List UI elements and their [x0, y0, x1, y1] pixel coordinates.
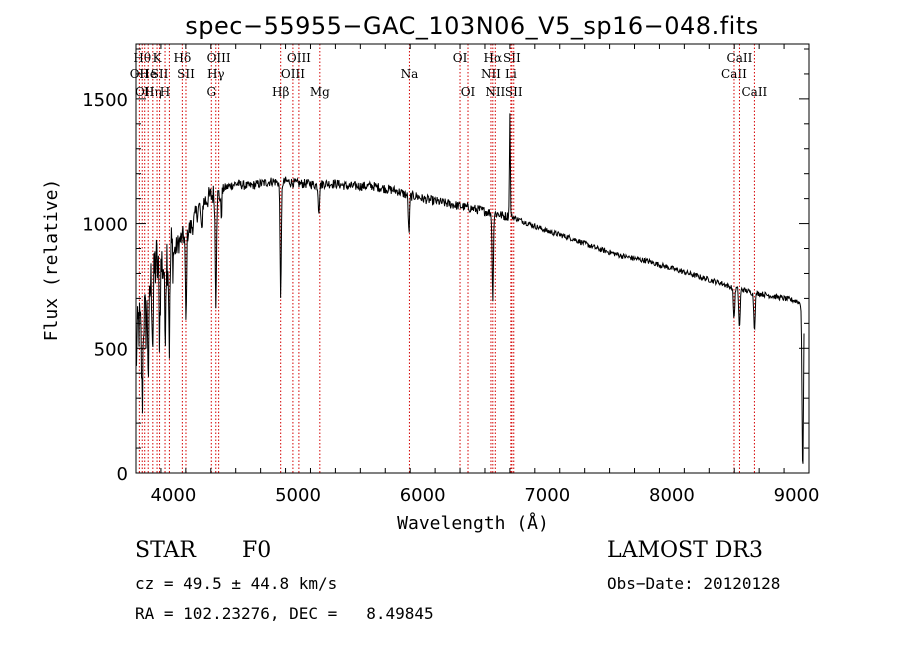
coordinates: RA = 102.23276, DEC = 8.49845 — [135, 604, 434, 623]
x-tick-label: 5000 — [275, 485, 321, 506]
line-marker-label: NII — [481, 67, 501, 81]
line-marker-label: OIII — [287, 51, 311, 65]
object-class: STAR — [135, 538, 196, 563]
flux-series-line — [135, 113, 805, 464]
y-tick-label: 1500 — [82, 90, 128, 111]
chart-title: spec−55955−GAC_103N06_V5_sp16−048.fits — [185, 12, 758, 40]
line-marker-label: K — [153, 51, 163, 65]
y-tick-label: 1000 — [82, 215, 128, 236]
plot-frame — [135, 43, 810, 474]
axis-ticks: 4000 5000 6000 7000 8000 9000 0 500 1000 1500 — [82, 44, 819, 506]
y-tick-label: 0 — [117, 464, 128, 485]
line-marker-label: OI — [461, 85, 476, 99]
line-marker-label: Mg — [310, 85, 330, 99]
object-subclass: F0 — [242, 538, 272, 563]
line-marker-label: SII — [151, 67, 169, 81]
line-marker-label: SII — [177, 67, 195, 81]
y-tick-label: 500 — [94, 339, 128, 360]
line-marker-label: OII — [135, 85, 155, 99]
line-marker-label: NII — [485, 85, 505, 99]
line-marker-label: Hα — [484, 51, 503, 65]
x-axis-label: Wavelength (Å) — [397, 512, 549, 534]
survey-name: LAMOST DR3 — [607, 538, 763, 563]
line-marker-label: CaII — [727, 51, 753, 65]
x-tick-label: 7000 — [524, 485, 570, 506]
x-tick-label: 9000 — [774, 485, 820, 506]
x-tick-label: 8000 — [649, 485, 695, 506]
y-axis-label: Flux (relative) — [41, 179, 62, 342]
observation-date: Obs−Date: 20120128 — [607, 574, 781, 593]
line-marker-label: SII — [503, 51, 521, 65]
line-marker-label: Hθ — [133, 51, 151, 65]
redshift-velocity: cz = 49.5 ± 44.8 km/s — [135, 574, 338, 593]
line-marker-label: Li — [505, 67, 517, 81]
x-tick-label: 4000 — [150, 485, 196, 506]
line-marker-label: Hδ — [174, 51, 192, 65]
line-marker-label: H — [160, 85, 170, 99]
line-markers: OIIHθOIIHeHηKSIIHHδSIIGHγOIIIHβOIIIOIIIM… — [130, 44, 768, 473]
line-marker-label: OI — [453, 51, 468, 65]
line-marker-label: G — [206, 85, 216, 99]
line-marker-label: He — [139, 67, 157, 81]
line-marker-label: Hβ — [272, 85, 289, 99]
line-marker-label: Hγ — [207, 67, 225, 81]
line-marker-label: OIII — [281, 67, 305, 81]
line-marker-label: SII — [505, 85, 523, 99]
line-marker-label: OIII — [207, 51, 231, 65]
line-marker-label: Na — [401, 67, 419, 81]
line-marker-label: CaII — [741, 85, 767, 99]
line-marker-label: CaII — [721, 67, 747, 81]
x-tick-label: 6000 — [400, 485, 446, 506]
line-marker-label: Hη — [144, 85, 162, 99]
